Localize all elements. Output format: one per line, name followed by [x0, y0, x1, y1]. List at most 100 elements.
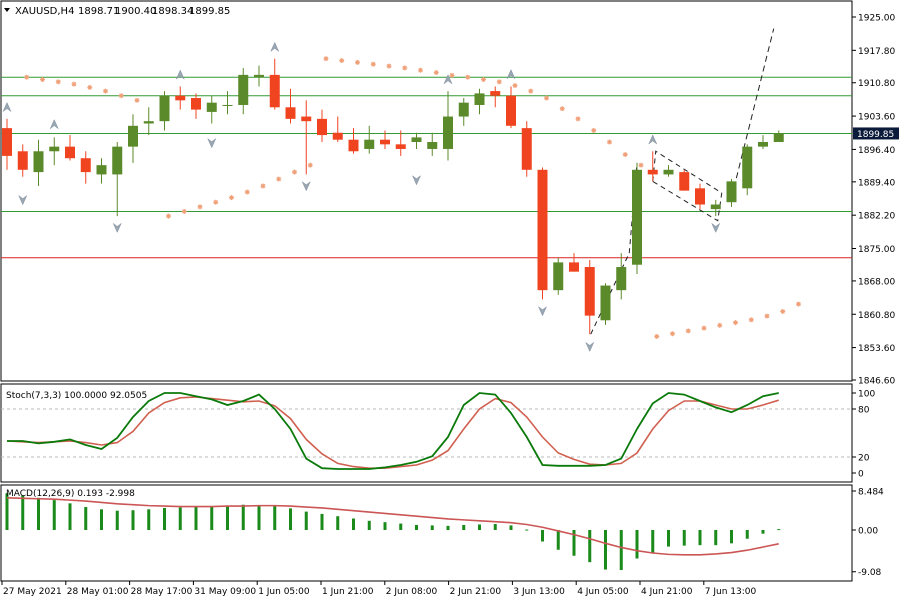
chevron-down-icon[interactable]	[4, 8, 10, 12]
sar-dot	[166, 213, 171, 219]
candle-bear	[348, 139, 359, 152]
fractal-down-icon	[711, 222, 721, 234]
ohlc-close: 1899.85	[189, 6, 230, 17]
price-tick-label: 1860.80	[858, 311, 895, 321]
candle-bear	[285, 107, 296, 119]
fractal-up-icon	[49, 119, 59, 130]
candle-bull	[458, 102, 469, 117]
candle-bear	[537, 169, 548, 291]
fractal-down-icon	[18, 194, 28, 206]
sar-dot	[386, 63, 392, 69]
macd-bar	[604, 530, 607, 570]
candle-bull	[632, 169, 642, 265]
chart-header: XAUUSD,H4 1898.71 1900.40 1898.34 1899.8…	[4, 6, 230, 17]
sar-dot	[244, 189, 250, 195]
candle-bull	[254, 74, 264, 78]
time-tick-label: 4 Jun 05:00	[577, 587, 629, 597]
sar-dot	[229, 195, 234, 201]
macd-bar	[163, 507, 166, 530]
sar-dot	[512, 83, 518, 89]
macd-bar	[304, 511, 308, 530]
macd-bar	[241, 504, 245, 530]
stochastic-label: Stoch(7,3,3) 100.0000 92.0505	[6, 391, 147, 401]
time-tick-label: 3 Jun 13:00	[513, 587, 565, 597]
stochastic-lines	[1, 392, 852, 470]
price-axis[interactable]: 1925.00 1917.80 1910.80 1903.60 1896.40 1889.…	[852, 14, 899, 387]
sar-dot	[607, 139, 612, 145]
price-pane[interactable]: XAUUSD,H4 1898.71 1900.40 1898.34 1899.8…	[0, 0, 853, 382]
horizontal-levels	[1, 76, 852, 259]
macd-pane-frame	[0, 484, 853, 582]
macd-bar	[194, 507, 198, 530]
candle-bear	[506, 95, 516, 126]
macd-bar	[509, 525, 513, 530]
stochastic-axis: 100 80 20 0	[852, 390, 875, 480]
fractal-up-icon	[443, 74, 453, 85]
macd-pane[interactable]: MACD(12,26,9) 0.193 -2.998	[0, 484, 853, 582]
macd-bar	[651, 530, 655, 553]
sar-dot	[496, 79, 502, 85]
candle-bull	[49, 146, 60, 152]
fractal-down-icon	[537, 305, 548, 317]
sar-dot	[24, 74, 30, 80]
time-tick-label: 7 Jun 13:00	[705, 587, 757, 597]
ohlc-open: 1898.71	[78, 6, 119, 17]
candle-bull	[112, 146, 123, 175]
candle-bull	[128, 125, 138, 147]
sar-dot	[591, 127, 597, 133]
symbol-label: XAUUSD,H4	[15, 6, 74, 17]
macd-bar	[84, 507, 88, 530]
fractal-up-icon	[648, 134, 658, 145]
candle-bull	[616, 267, 627, 291]
sar-dot	[71, 81, 77, 87]
time-tick-label: 1 Jun 21:00	[322, 587, 374, 597]
candle-bull	[143, 121, 154, 124]
macd-bar	[131, 510, 135, 530]
candle-bear	[584, 267, 595, 316]
fractal-up-icon	[506, 69, 516, 80]
sar-dot	[292, 169, 297, 175]
sar-dot	[638, 162, 644, 168]
candle-bull	[443, 116, 453, 149]
sar-dot	[181, 208, 187, 214]
sar-dot	[465, 74, 471, 80]
macd-bar	[493, 524, 497, 530]
macd-bar	[541, 530, 544, 542]
sar-dot	[260, 183, 266, 189]
stochastic-tick-label: 0	[858, 470, 864, 480]
macd-bar	[115, 510, 119, 530]
candle-bull	[206, 102, 217, 112]
candle-bull	[96, 165, 107, 175]
candle-bull	[411, 137, 422, 143]
ohlc-high: 1900.40	[115, 6, 156, 17]
fractal-down-icon	[207, 137, 217, 149]
price-tick-label: 1925.00	[858, 14, 895, 24]
macd-histogram	[5, 493, 781, 570]
sar-dot	[433, 70, 439, 76]
macd-bar	[367, 520, 371, 530]
time-tick-label: 1 Jun 05:00	[258, 587, 310, 597]
macd-bar	[588, 530, 592, 563]
sar-dot	[748, 317, 754, 323]
candle-bull	[553, 262, 564, 291]
candle-bull	[726, 181, 737, 203]
sar-dot	[103, 88, 108, 94]
macd-bar	[430, 525, 434, 530]
trendline-projection	[731, 28, 775, 198]
time-tick-label: 2 Jun 21:00	[450, 587, 502, 597]
macd-bar	[399, 523, 403, 530]
parabolic-sar	[24, 56, 801, 339]
stochastic-signal-line	[6, 396, 779, 469]
time-tick-label: 27 May 2021	[3, 587, 62, 597]
macd-bar	[226, 506, 229, 530]
macd-bar	[257, 505, 261, 530]
candle-bear	[521, 128, 532, 170]
time-axis[interactable]: 27 May 2021 28 May 01:00 28 May 17:00 31 Ma…	[1, 581, 757, 597]
macd-tick-label: 0.00	[858, 527, 878, 537]
stochastic-pane[interactable]: Stoch(7,3,3) 100.0000 92.0505	[0, 383, 853, 483]
candle-bull	[710, 204, 721, 210]
candle-bear	[380, 139, 390, 145]
stochastic-main-line	[7, 392, 779, 470]
macd-tick-label: 8.484	[858, 488, 884, 498]
